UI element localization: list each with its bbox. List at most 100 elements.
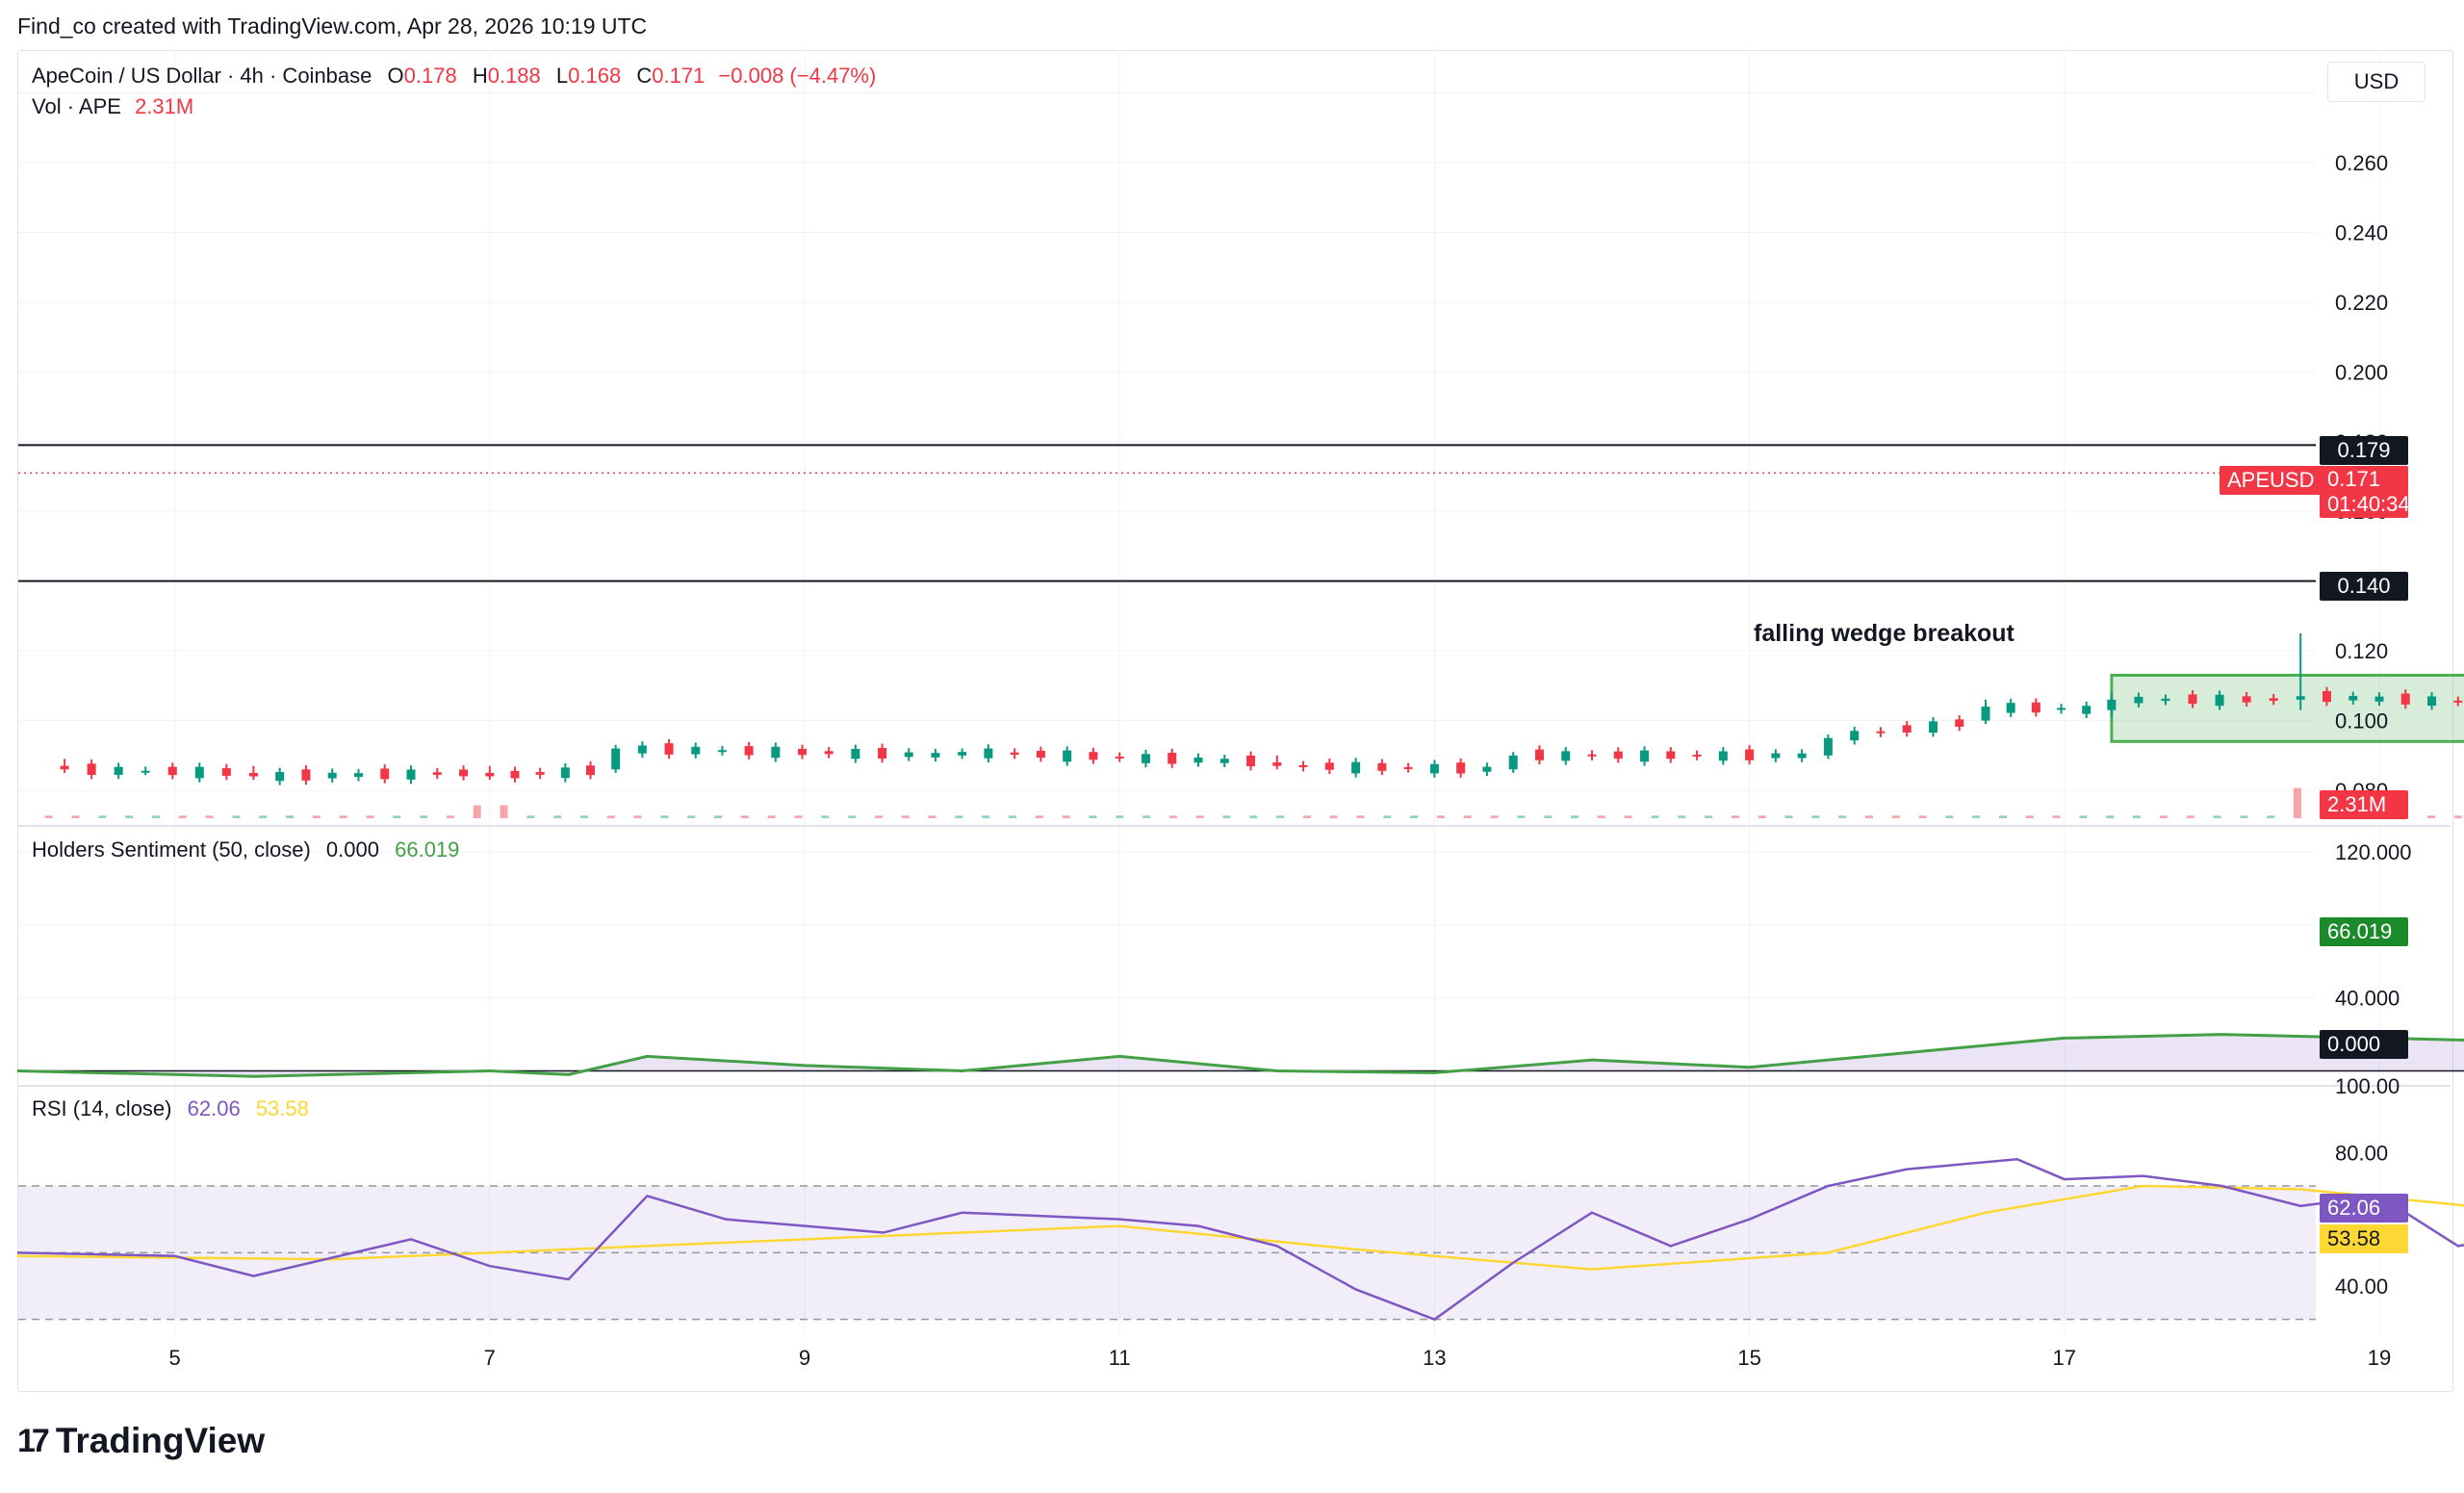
bar-countdown: 01:40:34 — [2327, 492, 2410, 516]
candle — [2242, 696, 2251, 703]
volume-bar — [848, 815, 857, 818]
candle — [1482, 766, 1492, 772]
candle — [1246, 755, 1256, 767]
candle — [2296, 696, 2305, 700]
volume-bar — [259, 815, 268, 818]
volume-bar — [2133, 815, 2142, 818]
x-tick-label: 7 — [484, 1346, 496, 1370]
volume-bar — [125, 815, 134, 818]
candle — [2374, 696, 2384, 702]
candle — [1587, 754, 1597, 757]
sentiment-tick-label: 120.000 — [2335, 840, 2412, 864]
candle — [2427, 696, 2437, 707]
sentiment-tag: 66.019 — [2320, 917, 2408, 946]
volume-bar — [1571, 815, 1579, 818]
volume-bar — [1784, 815, 1793, 818]
candle — [691, 746, 701, 755]
candle — [60, 765, 69, 770]
price-levels — [18, 444, 2316, 582]
candle — [1981, 707, 1990, 721]
legend-close-label: C — [636, 64, 653, 88]
candle — [611, 748, 621, 770]
volume-bar — [1838, 815, 1847, 818]
volume-bar — [1998, 815, 2007, 818]
volume-bar — [687, 815, 696, 818]
x-tick-label: 9 — [799, 1346, 810, 1370]
candle — [1351, 761, 1361, 774]
volume-bar — [982, 815, 990, 818]
pane-separators — [18, 825, 2451, 1087]
candle — [114, 766, 123, 775]
volume-bar — [1678, 815, 1686, 818]
volume-bar — [794, 815, 803, 818]
volume-bar — [1945, 815, 1954, 818]
volume-bar — [1891, 815, 1900, 818]
candle — [2006, 703, 2015, 713]
candle — [459, 769, 469, 777]
tradingview-logo[interactable]: 17 TradingView — [17, 1421, 265, 1461]
volume-value: 2.31M — [135, 94, 194, 118]
consolidation-box — [2110, 673, 2464, 743]
volume-bar — [446, 815, 454, 818]
consolidation-box-layer — [2110, 673, 2464, 743]
candle — [958, 752, 967, 756]
candle — [851, 748, 860, 759]
volume-bar — [1597, 815, 1605, 818]
candle — [904, 752, 913, 758]
volume-bar — [286, 815, 295, 818]
candle — [1692, 754, 1702, 757]
volume-bar — [606, 815, 615, 818]
candle — [2134, 696, 2143, 704]
volume-bar — [473, 805, 481, 818]
candle — [2107, 699, 2117, 710]
volume-bar — [500, 805, 508, 818]
rsi-tick-label: 40.00 — [2335, 1274, 2388, 1299]
candle — [717, 750, 727, 753]
candle — [2082, 706, 2092, 714]
sentiment-line — [16, 1033, 2464, 1078]
volume-bar — [1249, 815, 1258, 818]
candle — [301, 769, 311, 781]
candle — [1429, 763, 1439, 774]
volume-bar — [2453, 815, 2462, 818]
volume-bar — [955, 815, 963, 818]
wedge-annotation: falling wedge breakout — [1754, 620, 2015, 647]
candle — [1534, 749, 1544, 760]
candle — [1089, 752, 1098, 760]
volume-bar — [366, 815, 374, 818]
volume-bar — [232, 815, 241, 818]
volume-bar — [312, 815, 321, 818]
volume-bar — [1168, 815, 1177, 818]
rsi-tag: 62.06 — [2320, 1194, 2408, 1223]
legend-symbol: ApeCoin / US Dollar · 4h · Coinbase — [32, 64, 372, 88]
volume-bar — [2079, 815, 2088, 818]
candle — [637, 745, 647, 754]
volume-bar — [1062, 815, 1070, 818]
candlesticks — [60, 633, 2463, 785]
candle — [1718, 751, 1728, 761]
currency-selector[interactable]: USD — [2327, 62, 2426, 102]
candle — [1850, 731, 1860, 741]
rsi-lines — [16, 1157, 2464, 1322]
volume-bar — [1089, 815, 1097, 818]
candle — [141, 770, 150, 773]
legend-low-value: 0.168 — [568, 64, 622, 88]
tradingview-logo-text: TradingView — [55, 1421, 266, 1460]
volume-bar — [1651, 815, 1659, 818]
price-tick-label: 0.200 — [2335, 360, 2388, 384]
volume-bar — [393, 815, 401, 818]
candle — [1823, 737, 1833, 756]
volume-bar — [1302, 815, 1311, 818]
symbol-tag: APEUSD — [2220, 466, 2323, 495]
volume-bar — [579, 815, 588, 818]
candle — [1640, 750, 1650, 762]
volume-bar — [2159, 815, 2168, 818]
volume-legend: Vol · APE 2.31M — [32, 94, 193, 119]
volume-bar — [1811, 815, 1820, 818]
candle — [797, 748, 807, 756]
volume-bar — [44, 815, 53, 818]
x-tick-label: 15 — [1737, 1346, 1760, 1370]
volume-bar — [1008, 815, 1016, 818]
candle — [221, 767, 231, 776]
